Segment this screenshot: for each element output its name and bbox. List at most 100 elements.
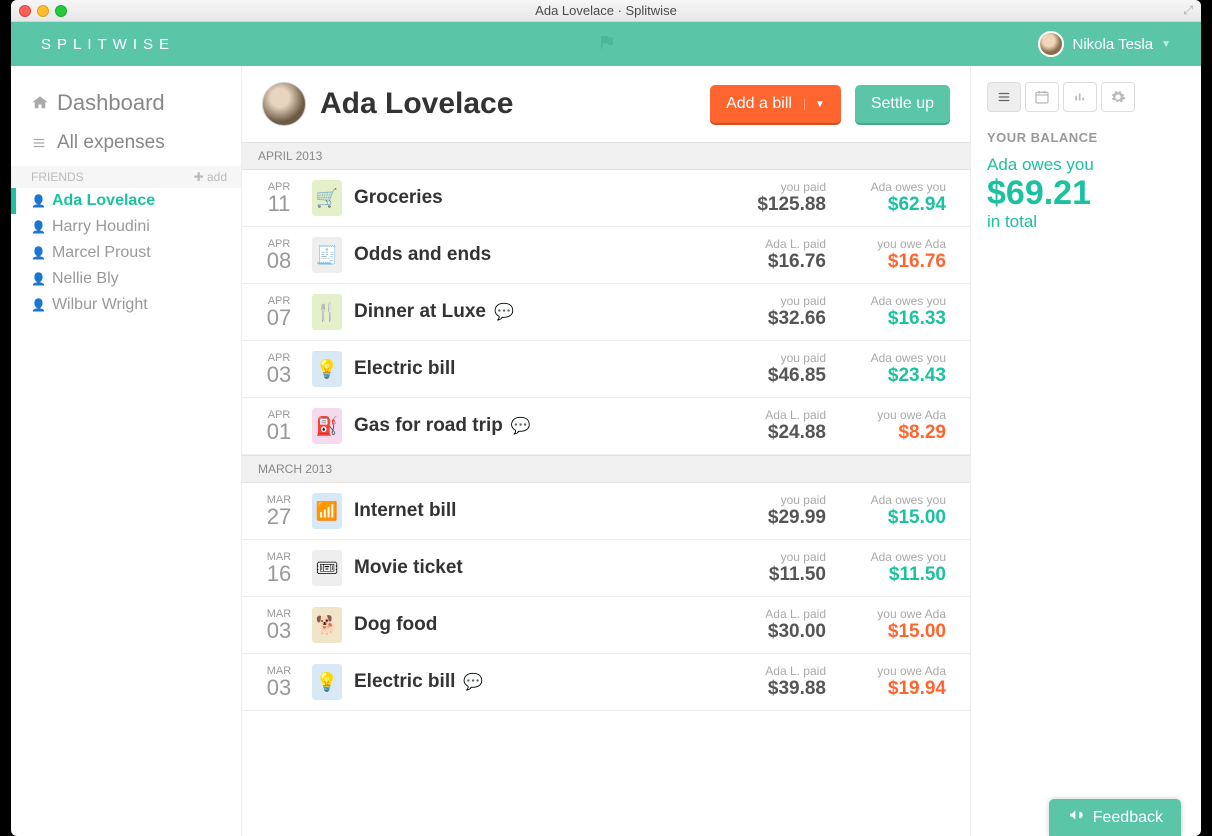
add-bill-dropdown-icon[interactable]: ▼: [804, 99, 825, 110]
person-icon: 👤: [31, 298, 46, 312]
expense-owed-col: you owe Ada$19.94: [834, 664, 954, 700]
expense-description: Movie ticket: [354, 557, 714, 579]
expense-description: Electric bill: [354, 358, 714, 380]
nav-all-expenses[interactable]: All expenses: [11, 126, 241, 160]
add-friend-button[interactable]: ✚ add: [194, 170, 227, 184]
person-icon: 👤: [31, 220, 46, 234]
friend-label: Nellie Bly: [52, 270, 119, 288]
friends-label: FRIENDS: [31, 170, 84, 184]
month-header: APRIL 2013: [242, 142, 970, 170]
feedback-button[interactable]: Feedback: [1049, 799, 1181, 836]
balance-amount: $69.21: [987, 175, 1185, 212]
friend-label: Harry Houdini: [52, 218, 150, 236]
view-calendar-tab[interactable]: [1025, 82, 1059, 112]
expense-description: Odds and ends: [354, 244, 714, 266]
expense-owed-col: Ada owes you$23.43: [834, 351, 954, 387]
expense-row[interactable]: APR03 💡 Electric billyou paid$46.85Ada owe…: [242, 341, 970, 398]
top-nav: SPLITWISE Nikola Tesla ▼: [11, 22, 1201, 66]
expense-paid-col: you paid$46.85: [714, 351, 834, 387]
view-chart-tab[interactable]: [1063, 82, 1097, 112]
sidebar: Dashboard All expenses FRIENDS ✚ add 👤 Ad…: [11, 66, 241, 836]
expense-description: Internet bill: [354, 500, 714, 522]
expense-owed-col: you owe Ada$16.76: [834, 237, 954, 273]
expense-date: APR08: [258, 238, 300, 272]
expense-row[interactable]: APR01⛽Gas for road trip 💬Ada L. paid$24.…: [242, 398, 970, 455]
balance-text-1: Ada owes you: [987, 155, 1185, 175]
expense-description: Groceries: [354, 187, 714, 209]
sidebar-friend-item[interactable]: 👤Marcel Proust: [11, 240, 241, 266]
expense-category-icon: 🛒: [312, 180, 342, 216]
expense-row[interactable]: MAR16 🎟 Movie ticketyou paid$11.50Ada owes…: [242, 540, 970, 597]
expense-owed-col: Ada owes you$11.50: [834, 550, 954, 586]
expense-category-icon: 💡: [312, 351, 342, 387]
expense-paid-col: Ada L. paid$16.76: [714, 237, 834, 273]
expense-owed-col: Ada owes you$62.94: [834, 180, 954, 216]
expense-date: APR03: [258, 352, 300, 386]
expense-paid-col: you paid$11.50: [714, 550, 834, 586]
settle-up-button[interactable]: Settle up: [855, 85, 950, 123]
month-header: MARCH 2013: [242, 455, 970, 483]
expense-category-icon: 📶: [312, 493, 342, 529]
friend-label: Ada Lovelace: [52, 192, 155, 210]
settings-tab[interactable]: [1101, 82, 1135, 112]
main-panel: Ada Lovelace Add a bill ▼ Settle up APRI…: [241, 66, 971, 836]
expense-category-icon: 🍴: [312, 294, 342, 330]
expense-paid-col: Ada L. paid$24.88: [714, 408, 834, 444]
expense-row[interactable]: APR11🛒Groceriesyou paid$125.88Ada owes y…: [242, 170, 970, 227]
balance-heading: YOUR BALANCE: [987, 130, 1185, 145]
expense-date: APR07: [258, 295, 300, 329]
nav-all-expenses-label: All expenses: [57, 132, 165, 154]
user-name: Nikola Tesla: [1072, 36, 1153, 53]
expense-date: MAR16: [258, 551, 300, 585]
window-title: Ada Lovelace · Splitwise: [11, 3, 1201, 18]
megaphone-icon: [1067, 807, 1085, 828]
expense-owed-col: you owe Ada$15.00: [834, 607, 954, 643]
expense-description: Electric bill 💬: [354, 671, 714, 693]
flag-icon[interactable]: [598, 33, 616, 56]
expense-date: MAR03: [258, 665, 300, 699]
expense-owed-col: you owe Ada$8.29: [834, 408, 954, 444]
expense-date: MAR03: [258, 608, 300, 642]
friend-name-heading: Ada Lovelace: [320, 87, 696, 121]
expense-category-icon: 🎟: [312, 550, 342, 586]
right-panel: YOUR BALANCE Ada owes you $69.21 in tota…: [971, 66, 1201, 836]
expense-row[interactable]: APR07🍴Dinner at Luxe 💬you paid$32.66Ada …: [242, 284, 970, 341]
expense-category-icon: ⛽: [312, 408, 342, 444]
expense-category-icon: 💡: [312, 664, 342, 700]
expense-paid-col: you paid$32.66: [714, 294, 834, 330]
user-avatar: [1038, 31, 1064, 57]
expense-description: Gas for road trip 💬: [354, 415, 714, 437]
expense-row[interactable]: MAR03 🐕 Dog foodAda L. paid$30.00you owe A…: [242, 597, 970, 654]
person-icon: 👤: [31, 272, 46, 286]
home-icon: [31, 94, 49, 112]
view-list-tab[interactable]: [987, 82, 1021, 112]
user-menu[interactable]: Nikola Tesla ▼: [1038, 31, 1171, 57]
brand-logo[interactable]: SPLITWISE: [41, 36, 175, 53]
sidebar-friend-item[interactable]: 👤 Nellie Bly: [11, 266, 241, 292]
comment-icon: 💬: [494, 302, 514, 322]
expense-owed-col: Ada owes you$15.00: [834, 493, 954, 529]
expense-row[interactable]: MAR03 💡 Electric bill 💬Ada L. paid$39.88yo…: [242, 654, 970, 711]
expense-category-icon: 🐕: [312, 607, 342, 643]
sidebar-friend-item[interactable]: 👤 Wilbur Wright: [11, 292, 241, 318]
expense-date: APR11: [258, 181, 300, 215]
expense-paid-col: Ada L. paid$30.00: [714, 607, 834, 643]
comment-icon: 💬: [463, 672, 483, 692]
sidebar-friend-item[interactable]: 👤 Harry Houdini: [11, 214, 241, 240]
friend-label: Wilbur Wright: [52, 296, 148, 314]
nav-dashboard[interactable]: Dashboard: [11, 84, 241, 126]
person-icon: 👤: [31, 194, 46, 208]
nav-dashboard-label: Dashboard: [57, 90, 165, 116]
sidebar-friend-item[interactable]: 👤 Ada Lovelace: [11, 188, 241, 214]
expense-row[interactable]: MAR27📶Internet billyou paid$29.99Ada owe…: [242, 483, 970, 540]
expense-paid-col: Ada L. paid$39.88: [714, 664, 834, 700]
expense-owed-col: Ada owes you$16.33: [834, 294, 954, 330]
expense-row[interactable]: APR08 🧾 Odds and endsAda L. paid$16.76you …: [242, 227, 970, 284]
balance-text-2: in total: [987, 212, 1185, 232]
chevron-down-icon: ▼: [1161, 39, 1171, 50]
expense-category-icon: 🧾: [312, 237, 342, 273]
expense-date: MAR27: [258, 494, 300, 528]
friend-label: Marcel Proust: [52, 244, 151, 262]
expense-description: Dog food: [354, 614, 714, 636]
add-bill-button[interactable]: Add a bill ▼: [710, 85, 841, 123]
